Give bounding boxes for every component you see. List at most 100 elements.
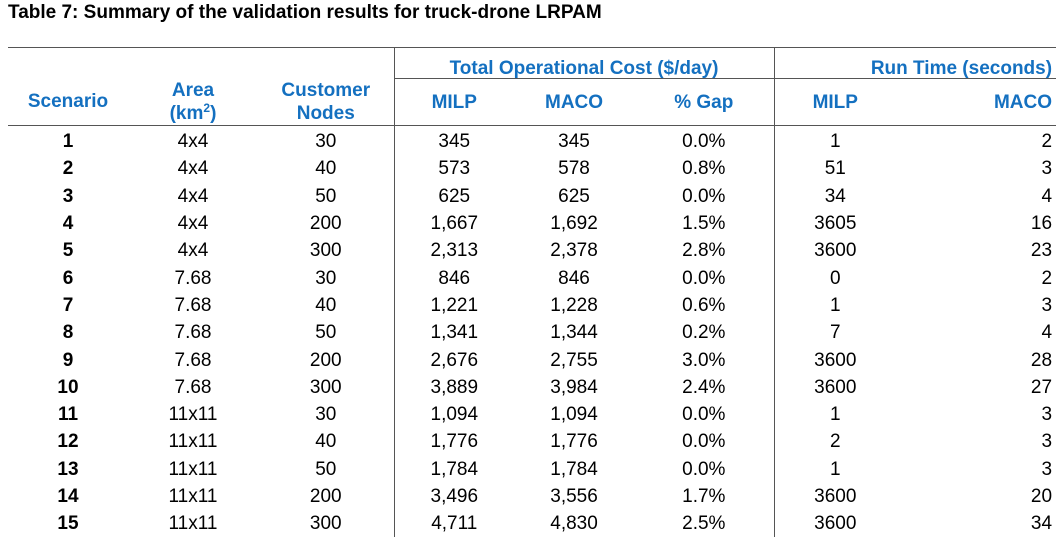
cell-nodes: 200 bbox=[258, 483, 394, 510]
cell-runtime-maco: 3 bbox=[896, 292, 1056, 319]
cell-gap: 1.7% bbox=[634, 483, 774, 510]
cell-gap: 0.0% bbox=[634, 428, 774, 455]
cell-runtime-maco: 3 bbox=[896, 456, 1056, 483]
nodes-header-line2: Nodes bbox=[258, 102, 394, 125]
cell-runtime-milp: 2 bbox=[774, 428, 896, 455]
cell-runtime-milp: 1 bbox=[774, 401, 896, 428]
cell-scenario: 7 bbox=[8, 292, 128, 319]
cell-runtime-milp: 7 bbox=[774, 319, 896, 346]
cell-scenario: 6 bbox=[8, 264, 128, 291]
col-header-milp: MILP bbox=[394, 79, 514, 126]
cell-scenario: 11 bbox=[8, 401, 128, 428]
cell-cost-milp: 1,221 bbox=[394, 292, 514, 319]
cell-area: 11x11 bbox=[128, 483, 258, 510]
cell-scenario: 4 bbox=[8, 210, 128, 237]
area-unit-open: (km bbox=[170, 103, 204, 124]
cell-nodes: 40 bbox=[258, 292, 394, 319]
cell-nodes: 40 bbox=[258, 155, 394, 182]
cell-area: 11x11 bbox=[128, 428, 258, 455]
cell-nodes: 40 bbox=[258, 428, 394, 455]
cell-runtime-milp: 1 bbox=[774, 292, 896, 319]
group-header-time: Run Time (seconds) bbox=[774, 48, 1056, 79]
cell-cost-maco: 2,378 bbox=[514, 237, 634, 264]
cell-area: 11x11 bbox=[128, 510, 258, 537]
col-header-gap: % Gap bbox=[634, 79, 774, 126]
cell-cost-maco: 846 bbox=[514, 264, 634, 291]
cell-gap: 0.2% bbox=[634, 319, 774, 346]
group-header-row: Total Operational Cost ($/day) Run Time … bbox=[8, 48, 1056, 79]
cell-gap: 0.6% bbox=[634, 292, 774, 319]
cell-cost-maco: 625 bbox=[514, 183, 634, 210]
cell-cost-milp: 2,313 bbox=[394, 237, 514, 264]
cell-runtime-milp: 1 bbox=[774, 126, 896, 156]
cell-scenario: 1 bbox=[8, 126, 128, 156]
cell-cost-maco: 1,776 bbox=[514, 428, 634, 455]
table-caption: Table 7: Summary of the validation resul… bbox=[8, 2, 602, 24]
cell-cost-milp: 625 bbox=[394, 183, 514, 210]
cell-cost-milp: 345 bbox=[394, 126, 514, 156]
cell-runtime-maco: 2 bbox=[896, 264, 1056, 291]
cell-runtime-milp: 3600 bbox=[774, 237, 896, 264]
cell-gap: 0.0% bbox=[634, 264, 774, 291]
cell-runtime-milp: 0 bbox=[774, 264, 896, 291]
cell-cost-maco: 1,784 bbox=[514, 456, 634, 483]
cell-scenario: 13 bbox=[8, 456, 128, 483]
cell-cost-milp: 1,784 bbox=[394, 456, 514, 483]
nodes-header-line1: Customer bbox=[258, 79, 394, 102]
cell-area: 7.68 bbox=[128, 292, 258, 319]
cell-cost-maco: 1,094 bbox=[514, 401, 634, 428]
cell-runtime-maco: 3 bbox=[896, 155, 1056, 182]
col-header-nodes: Customer Nodes bbox=[258, 79, 394, 126]
cell-gap: 3.0% bbox=[634, 346, 774, 373]
cell-scenario: 9 bbox=[8, 346, 128, 373]
results-table: Total Operational Cost ($/day) Run Time … bbox=[8, 47, 1056, 537]
cell-area: 7.68 bbox=[128, 264, 258, 291]
cell-gap: 2.4% bbox=[634, 374, 774, 401]
cell-area: 7.68 bbox=[128, 346, 258, 373]
cell-cost-milp: 4,711 bbox=[394, 510, 514, 537]
cell-cost-milp: 1,776 bbox=[394, 428, 514, 455]
cell-scenario: 5 bbox=[8, 237, 128, 264]
cell-runtime-milp: 3600 bbox=[774, 483, 896, 510]
cell-gap: 2.8% bbox=[634, 237, 774, 264]
cell-nodes: 30 bbox=[258, 126, 394, 156]
column-header-row: Scenario Area (km2) Customer Nodes MILP … bbox=[8, 79, 1056, 126]
cell-area: 11x11 bbox=[128, 401, 258, 428]
cell-runtime-maco: 16 bbox=[896, 210, 1056, 237]
cell-nodes: 50 bbox=[258, 183, 394, 210]
cell-runtime-milp: 3600 bbox=[774, 510, 896, 537]
col-header-maco: MACO bbox=[514, 79, 634, 126]
cell-area: 11x11 bbox=[128, 456, 258, 483]
cell-cost-milp: 1,341 bbox=[394, 319, 514, 346]
cell-runtime-milp: 3600 bbox=[774, 374, 896, 401]
cell-cost-milp: 1,094 bbox=[394, 401, 514, 428]
cell-scenario: 15 bbox=[8, 510, 128, 537]
col-header-scenario: Scenario bbox=[8, 79, 128, 126]
cell-runtime-maco: 3 bbox=[896, 401, 1056, 428]
cell-cost-milp: 573 bbox=[394, 155, 514, 182]
cell-gap: 0.0% bbox=[634, 456, 774, 483]
area-header-line1: Area bbox=[128, 79, 258, 102]
cell-runtime-maco: 20 bbox=[896, 483, 1056, 510]
cell-area: 4x4 bbox=[128, 155, 258, 182]
cell-runtime-milp: 1 bbox=[774, 456, 896, 483]
cell-gap: 0.0% bbox=[634, 183, 774, 210]
cell-scenario: 8 bbox=[8, 319, 128, 346]
cell-runtime-maco: 28 bbox=[896, 346, 1056, 373]
cell-cost-maco: 4,830 bbox=[514, 510, 634, 537]
cell-runtime-maco: 4 bbox=[896, 183, 1056, 210]
cell-area: 4x4 bbox=[128, 126, 258, 156]
cell-runtime-maco: 34 bbox=[896, 510, 1056, 537]
